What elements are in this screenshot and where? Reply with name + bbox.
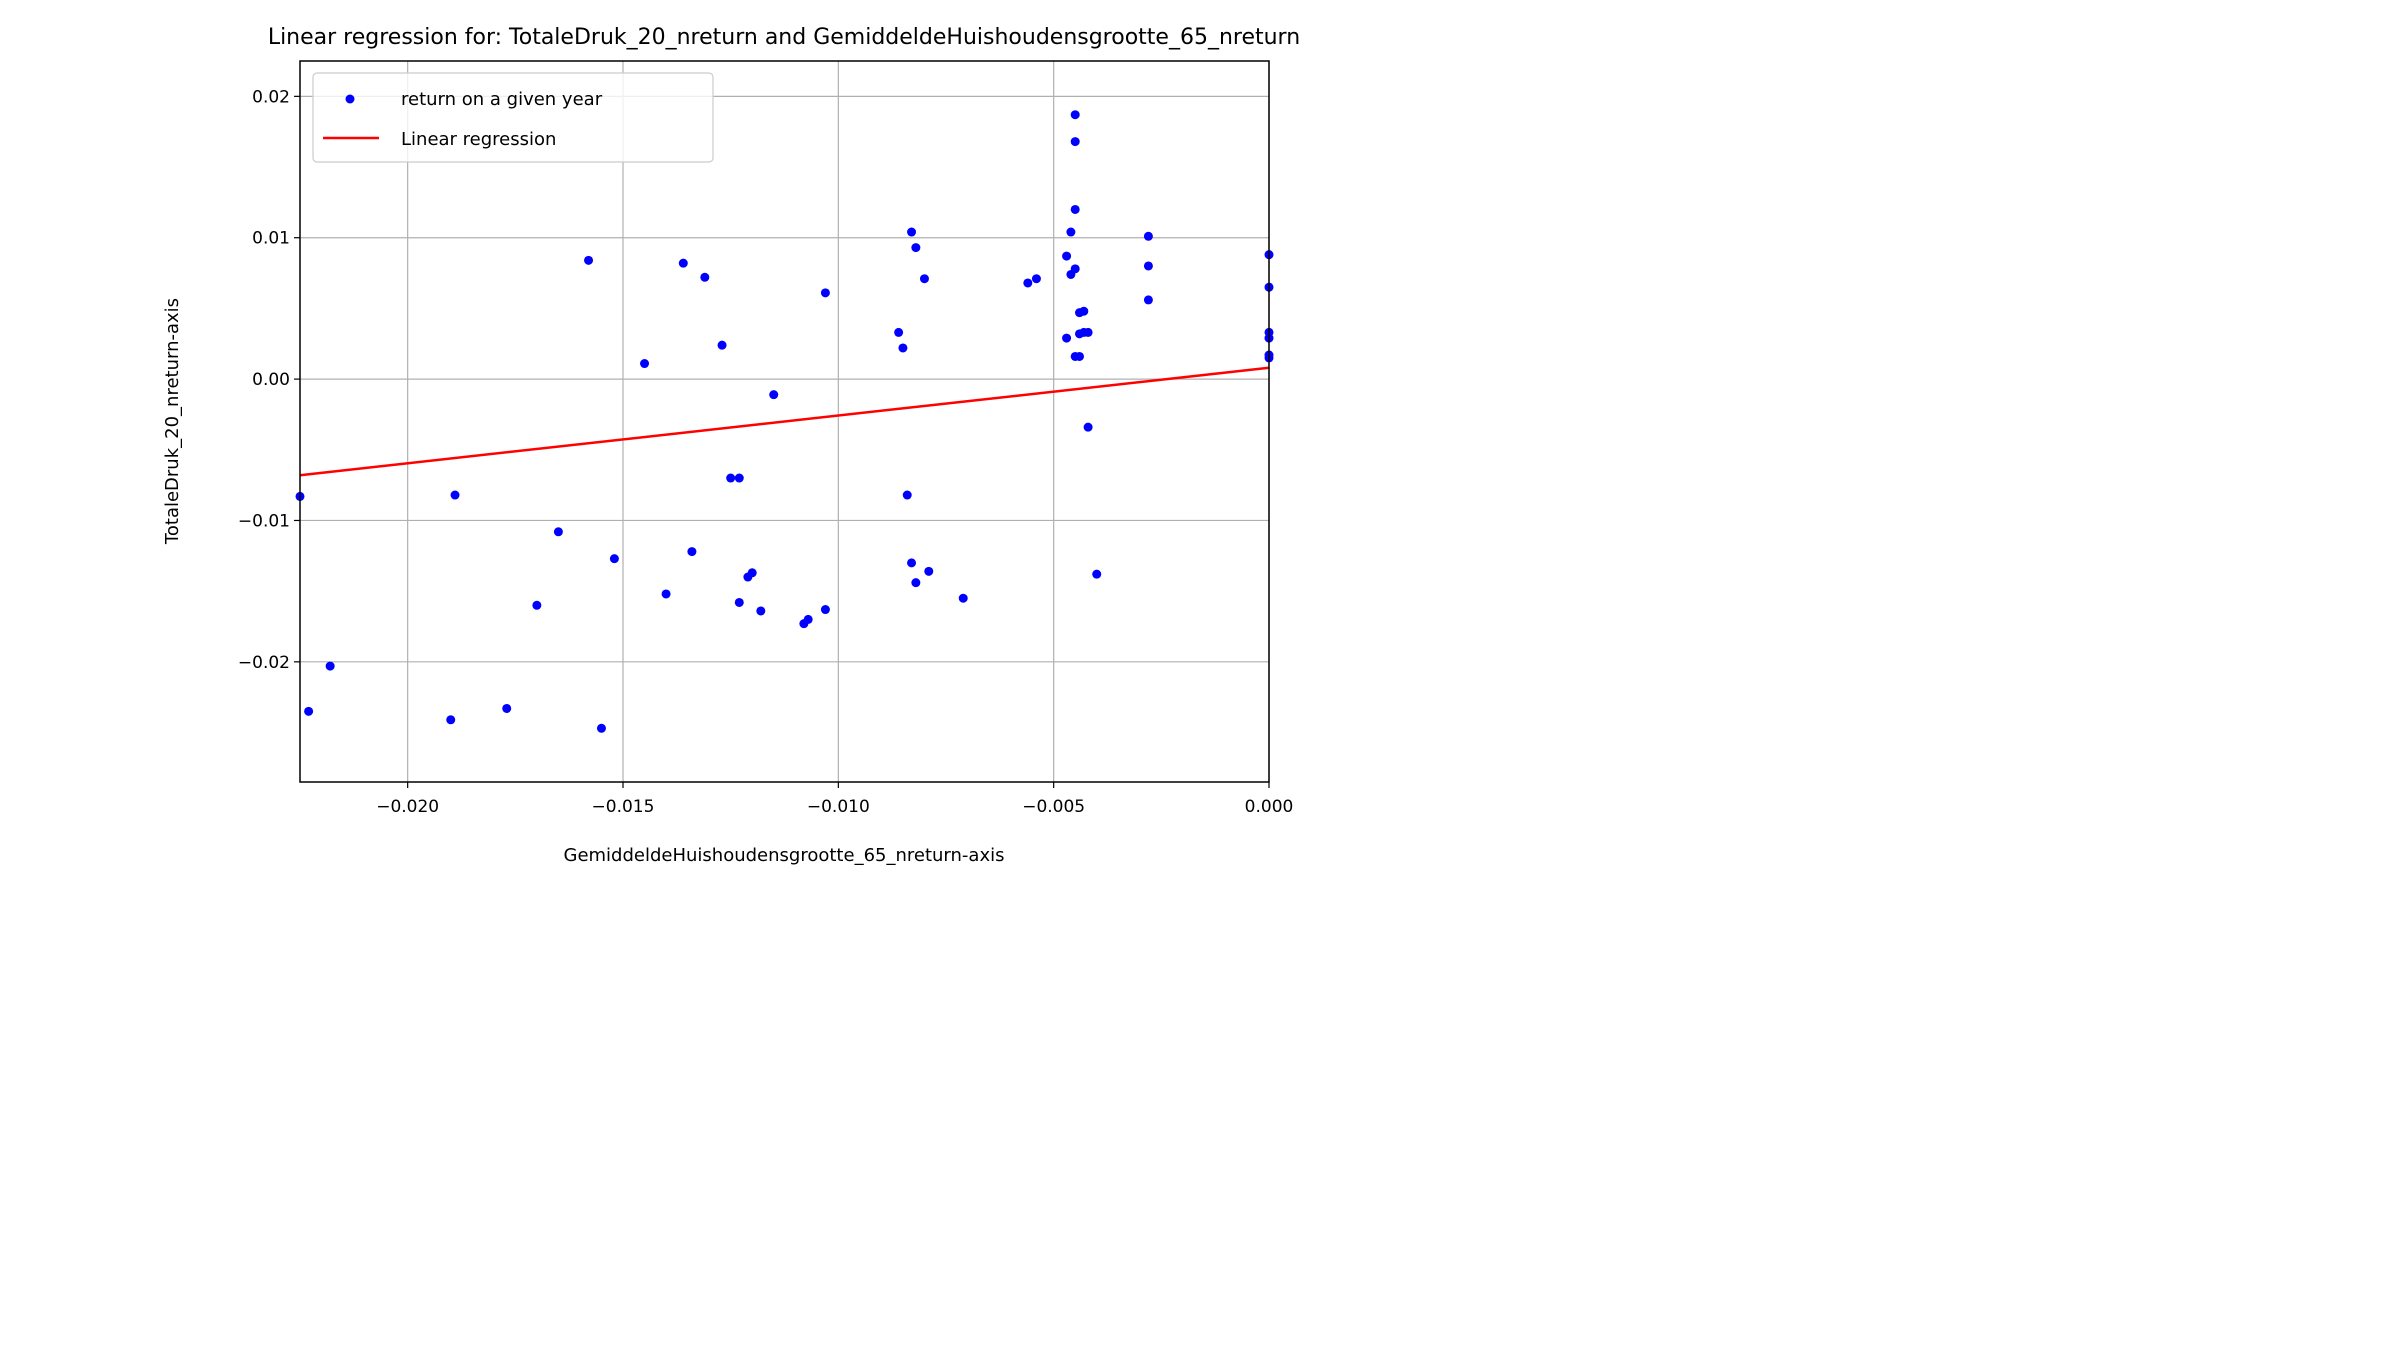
- x-tick-label: −0.015: [592, 797, 655, 817]
- scatter-point: [717, 340, 727, 350]
- scatter-point: [924, 566, 934, 576]
- legend-box: [312, 72, 714, 163]
- regression-line: [299, 366, 1270, 477]
- scatter-point: [446, 715, 456, 725]
- scatter-point: [747, 568, 757, 578]
- scatter-point: [1062, 251, 1072, 261]
- scatter-point: [1083, 327, 1093, 337]
- scatter-point: [502, 703, 512, 713]
- y-tick-label: −0.01: [238, 511, 290, 531]
- scatter-point: [553, 527, 563, 537]
- scatter-point: [661, 589, 671, 599]
- y-axis: 0.02 0.01 0.00 −0.01 −0.02: [238, 87, 300, 673]
- scatter-point: [820, 605, 830, 615]
- scatter-point: [1083, 422, 1093, 432]
- y-axis-label: TotaleDruk_20_nreturn-axis: [162, 298, 183, 545]
- x-axis: −0.020 −0.015 −0.010 −0.005 0.000: [376, 782, 1293, 817]
- x-tick-label: −0.010: [807, 797, 870, 817]
- chart-title: Linear regression for: TotaleDruk_20_nre…: [268, 25, 1300, 50]
- scatter-point: [1031, 274, 1041, 284]
- scatter-point: [1070, 204, 1080, 214]
- scatter-point: [769, 390, 779, 400]
- x-tick-label: 0.000: [1245, 797, 1294, 817]
- y-tick-label: 0.01: [252, 229, 290, 249]
- scatter-point: [1066, 227, 1076, 237]
- scatter-point: [911, 578, 921, 588]
- scatter-point: [911, 243, 921, 253]
- x-tick-label: −0.005: [1022, 797, 1085, 817]
- scatter-point: [734, 597, 744, 607]
- scatter-point: [1079, 306, 1089, 316]
- legend-label-scatter: return on a given year: [401, 89, 603, 110]
- scatter-point: [532, 600, 542, 610]
- x-tick-label: −0.020: [376, 797, 439, 817]
- scatter-point: [678, 258, 688, 268]
- scatter-point: [756, 606, 766, 616]
- scatter-point: [894, 327, 904, 337]
- scatter-point: [1070, 137, 1080, 147]
- scatter-point: [1070, 264, 1080, 274]
- scatter-point: [584, 255, 594, 265]
- scatter-point: [1143, 261, 1153, 271]
- scatter-point: [609, 554, 619, 564]
- scatter-point: [1075, 351, 1085, 361]
- scatter-point: [1143, 231, 1153, 241]
- scatter-point: [803, 614, 813, 624]
- scatter-point: [1023, 278, 1033, 288]
- y-tick-label: 0.00: [252, 370, 290, 390]
- y-tick-label: −0.02: [238, 653, 290, 673]
- regression-series: [299, 366, 1270, 477]
- chart: Linear regression for: TotaleDruk_20_nre…: [0, 0, 1564, 885]
- scatter-point: [907, 227, 917, 237]
- scatter-point: [726, 473, 736, 483]
- x-axis-label: GemiddeldeHuishoudensgrootte_65_nreturn-…: [564, 845, 1005, 866]
- scatter-point: [1062, 333, 1072, 343]
- legend-marker-scatter: [345, 94, 355, 104]
- plot-frame: [299, 60, 1270, 783]
- scatter-point: [640, 359, 650, 369]
- y-tick-label: 0.02: [252, 87, 290, 107]
- scatter-point: [1070, 110, 1080, 120]
- scatter-point: [596, 723, 606, 733]
- scatter-point: [1092, 569, 1102, 579]
- chart-background: [0, 0, 1564, 885]
- scatter-point: [325, 661, 335, 671]
- scatter-point: [958, 593, 968, 603]
- legend-label-regression: Linear regression: [401, 129, 556, 150]
- scatter-point: [907, 558, 917, 568]
- scatter-point: [450, 490, 460, 500]
- scatter-point: [898, 343, 908, 353]
- scatter-point: [902, 490, 912, 500]
- scatter-point: [304, 706, 314, 716]
- scatter-point: [919, 274, 929, 284]
- scatter-point: [820, 288, 830, 298]
- scatter-point: [700, 272, 710, 282]
- scatter-point: [734, 473, 744, 483]
- legend: return on a given year Linear regression: [312, 72, 714, 163]
- scatter-point: [1143, 295, 1153, 305]
- scatter-point: [687, 547, 697, 557]
